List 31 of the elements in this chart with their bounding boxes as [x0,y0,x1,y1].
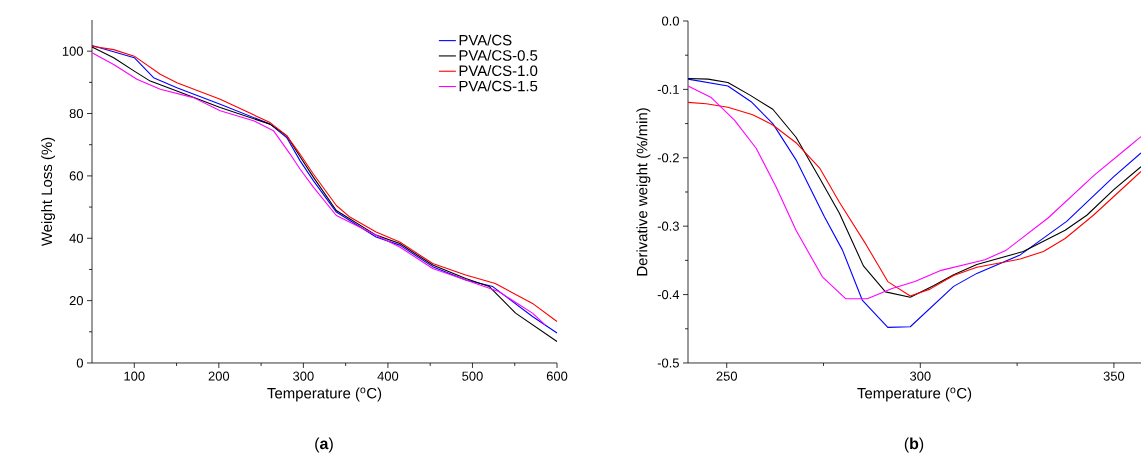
text: (a) [315,437,333,453]
text: (b) [904,437,924,453]
y-tick-label: 20 [69,296,83,306]
x-tick-label: 600 [546,371,568,381]
y-tick-label: 100 [62,46,83,56]
x-tick-label: 300 [293,371,314,381]
legend-label: PVA/CS-1.5 [459,80,538,92]
x-axis-title: Temperature ($^{o}$C) [267,387,382,402]
y-tick-label: -0.2 [657,153,679,163]
y-tick-label: 0 [76,358,83,368]
x-tick-label: 250 [716,371,738,381]
y-tick-label: -0.1 [657,84,679,94]
y-tick-label: -0.4 [657,290,680,300]
y-tick-label: -0.5 [657,358,679,368]
legend-label: PVA/CS [459,34,512,46]
x-tick-label: 300 [910,371,931,381]
x-tick-label: 200 [208,371,230,381]
y-tick-label: -0.3 [657,221,679,231]
x-axis-title: Temperature ($^{o}$C) [857,387,972,402]
legend-label: PVA/CS-0.5 [459,49,538,61]
y-tick-label: 0.0 [661,16,679,26]
legend-label: PVA/CS-1.0 [459,65,538,77]
y-tick-label: 80 [69,108,83,119]
y-axis-title: Derivative weight (%/min) [636,108,651,276]
x-tick-label: 100 [124,371,145,381]
x-tick-label: 500 [462,371,483,381]
x-tick-label: 350 [1103,371,1125,381]
y-tick-label: 60 [69,171,83,181]
x-tick-label: 400 [377,371,399,381]
y-tick-label: 40 [69,233,83,243]
y-axis-title: Weight Loss (%) [41,137,56,247]
